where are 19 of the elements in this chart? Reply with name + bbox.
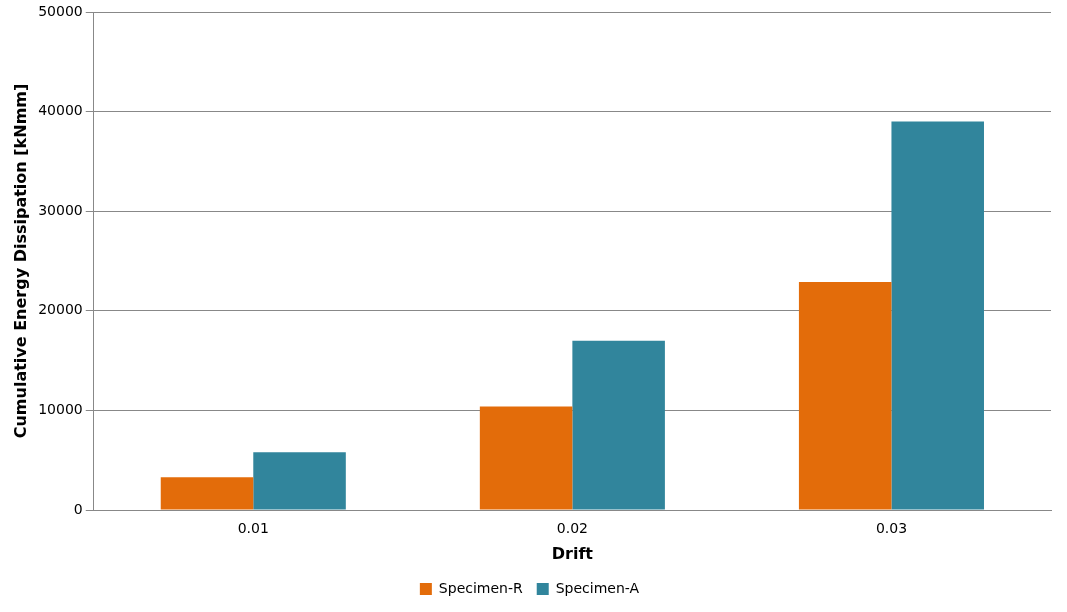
y-tick-label: 50000 [38,2,83,19]
x-axis-title: Drift [551,543,594,563]
bar [798,281,892,510]
y-tick-label: 0 [73,500,83,517]
y-tick-label: 30000 [38,201,83,218]
x-tick-label: 0.01 [237,520,269,537]
bar [891,121,984,510]
y-tick-label: 40000 [38,102,83,119]
y-axis-title: Cumulative Energy Dissipation [kNmm] [10,83,30,439]
bar [479,406,573,510]
legend-label: Specimen-A [555,579,640,596]
y-tick-label: 10000 [38,401,83,418]
x-tick-label: 0.02 [556,520,588,537]
bar [160,477,254,510]
y-tick-label: 20000 [38,301,83,318]
bar [253,452,346,510]
x-tick-label: 0.03 [875,520,908,537]
legend-label: Specimen-R [438,579,523,596]
bar [572,340,665,510]
